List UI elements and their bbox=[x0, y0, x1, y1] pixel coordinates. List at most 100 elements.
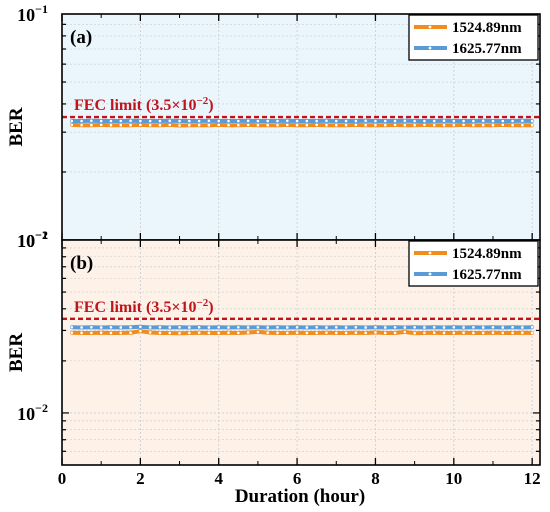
data-point bbox=[363, 118, 368, 123]
data-point bbox=[442, 118, 446, 123]
data-point bbox=[79, 331, 84, 335]
data-point bbox=[128, 330, 133, 335]
data-point bbox=[530, 123, 535, 128]
legend-entry: 1625.77nm bbox=[452, 41, 522, 57]
data-point bbox=[481, 325, 486, 330]
data-point bbox=[187, 123, 192, 128]
data-point bbox=[99, 330, 104, 335]
data-point bbox=[461, 119, 466, 123]
data-point bbox=[422, 123, 427, 127]
data-point bbox=[207, 118, 211, 123]
data-point bbox=[324, 325, 329, 330]
data-point bbox=[491, 123, 495, 128]
data-point bbox=[324, 118, 329, 123]
data-point bbox=[256, 119, 260, 123]
data-point bbox=[118, 119, 123, 123]
data-point bbox=[402, 325, 407, 330]
data-point bbox=[344, 119, 348, 123]
data-point bbox=[246, 330, 251, 335]
y-tick-label: 10−1 bbox=[17, 2, 48, 25]
data-point bbox=[99, 123, 104, 127]
y-tick-label: 10−1 bbox=[17, 228, 48, 251]
data-point bbox=[167, 123, 172, 127]
data-point bbox=[69, 123, 74, 127]
series-1625.77nm bbox=[69, 118, 535, 124]
data-point bbox=[275, 119, 280, 123]
data-point bbox=[304, 119, 309, 123]
data-point bbox=[118, 331, 123, 335]
data-point bbox=[109, 119, 113, 123]
legend-marker bbox=[427, 24, 432, 29]
y-tick-exponent: −2 bbox=[35, 228, 48, 242]
data-point bbox=[520, 118, 525, 123]
data-point bbox=[344, 325, 348, 330]
data-point bbox=[207, 123, 211, 128]
data-point bbox=[412, 123, 417, 128]
data-point bbox=[295, 119, 299, 123]
data-point bbox=[422, 325, 427, 330]
data-point bbox=[226, 119, 231, 123]
data-point bbox=[295, 330, 299, 335]
data-point bbox=[442, 325, 446, 330]
data-point bbox=[118, 325, 123, 330]
legend: 1524.89nm 1625.77nm bbox=[408, 240, 539, 287]
data-point bbox=[207, 325, 211, 330]
data-point bbox=[520, 325, 525, 330]
data-point bbox=[334, 119, 339, 123]
data-point bbox=[373, 119, 378, 123]
data-point bbox=[226, 325, 231, 330]
data-point bbox=[471, 119, 476, 123]
data-point bbox=[246, 325, 251, 330]
data-point bbox=[432, 325, 437, 330]
fec-limit-label: FEC limit (3.5×10−2) bbox=[74, 297, 214, 316]
data-point bbox=[363, 331, 368, 335]
data-point bbox=[353, 325, 358, 330]
data-point bbox=[491, 330, 495, 335]
plot-frame bbox=[61, 239, 541, 466]
legend: 1524.89nm 1625.77nm bbox=[408, 14, 539, 61]
data-point bbox=[451, 123, 456, 128]
data-point bbox=[363, 325, 368, 330]
data-point bbox=[158, 325, 162, 330]
data-point bbox=[344, 123, 348, 128]
data-point bbox=[216, 325, 221, 330]
data-point bbox=[79, 119, 84, 123]
x-axis-label: Duration (hour) bbox=[235, 486, 365, 507]
data-point bbox=[393, 325, 397, 330]
legend-box bbox=[408, 14, 539, 61]
data-point bbox=[393, 331, 397, 335]
x-tick-label: 6 bbox=[293, 469, 302, 488]
data-point bbox=[99, 325, 104, 330]
data-point bbox=[187, 325, 192, 330]
data-point bbox=[373, 123, 378, 128]
data-point bbox=[481, 331, 486, 335]
data-point bbox=[363, 123, 368, 128]
data-point bbox=[324, 123, 329, 128]
data-point bbox=[167, 325, 172, 330]
legend-marker bbox=[427, 271, 432, 276]
data-point bbox=[148, 123, 153, 128]
data-point bbox=[471, 325, 476, 330]
data-point bbox=[118, 123, 123, 128]
data-point bbox=[265, 119, 270, 123]
data-point bbox=[177, 119, 182, 123]
data-point bbox=[334, 123, 339, 128]
data-point bbox=[89, 331, 94, 335]
data-point bbox=[412, 331, 417, 336]
data-point bbox=[109, 325, 113, 330]
data-point bbox=[128, 325, 133, 330]
data-point bbox=[353, 123, 358, 127]
data-point bbox=[236, 123, 241, 128]
x-tick-labels: 0 2 4 6 8 10 12 bbox=[58, 469, 541, 488]
data-point bbox=[432, 123, 437, 128]
data-point bbox=[530, 331, 535, 335]
fec-limit-exponent: −2 bbox=[196, 95, 208, 107]
y-axis-label: BER bbox=[6, 107, 27, 146]
data-point bbox=[324, 330, 329, 335]
y-axis-label: BER bbox=[6, 333, 27, 372]
data-point bbox=[471, 331, 476, 335]
data-point bbox=[530, 119, 535, 123]
fec-limit-suffix: ) bbox=[208, 97, 213, 114]
data-point bbox=[177, 331, 182, 336]
data-point bbox=[265, 330, 270, 335]
